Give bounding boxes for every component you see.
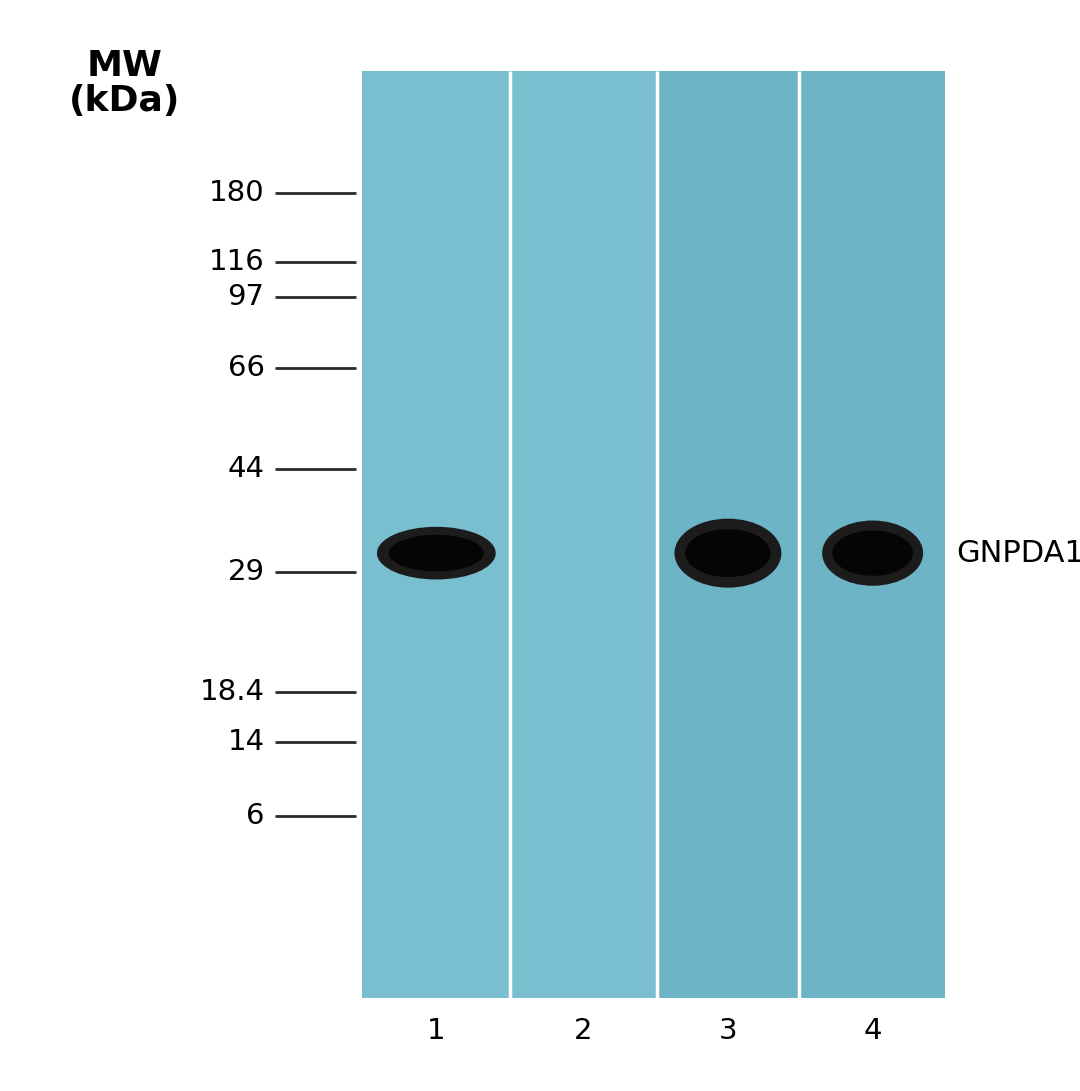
Text: 2: 2 xyxy=(573,1017,593,1045)
Text: 1: 1 xyxy=(427,1017,446,1045)
Bar xyxy=(510,71,657,998)
Ellipse shape xyxy=(389,535,484,572)
Text: 97: 97 xyxy=(228,283,265,311)
Ellipse shape xyxy=(822,520,923,586)
Text: 116: 116 xyxy=(208,248,265,276)
Text: 44: 44 xyxy=(228,455,265,483)
Text: 18.4: 18.4 xyxy=(200,678,265,706)
Text: GNPDA1: GNPDA1 xyxy=(956,539,1080,567)
Ellipse shape xyxy=(685,529,771,577)
Text: 14: 14 xyxy=(228,728,265,756)
Text: 3: 3 xyxy=(718,1017,738,1045)
Bar xyxy=(657,71,799,998)
Text: MW
(kDa): MW (kDa) xyxy=(68,49,180,119)
Text: 66: 66 xyxy=(228,353,265,382)
Text: 6: 6 xyxy=(246,802,265,830)
Ellipse shape xyxy=(674,518,782,588)
Bar xyxy=(799,71,945,998)
Ellipse shape xyxy=(377,527,496,579)
Text: 180: 180 xyxy=(208,179,265,207)
Ellipse shape xyxy=(833,530,913,576)
Text: 29: 29 xyxy=(228,558,265,586)
Text: 4: 4 xyxy=(863,1017,882,1045)
Bar xyxy=(362,71,510,998)
